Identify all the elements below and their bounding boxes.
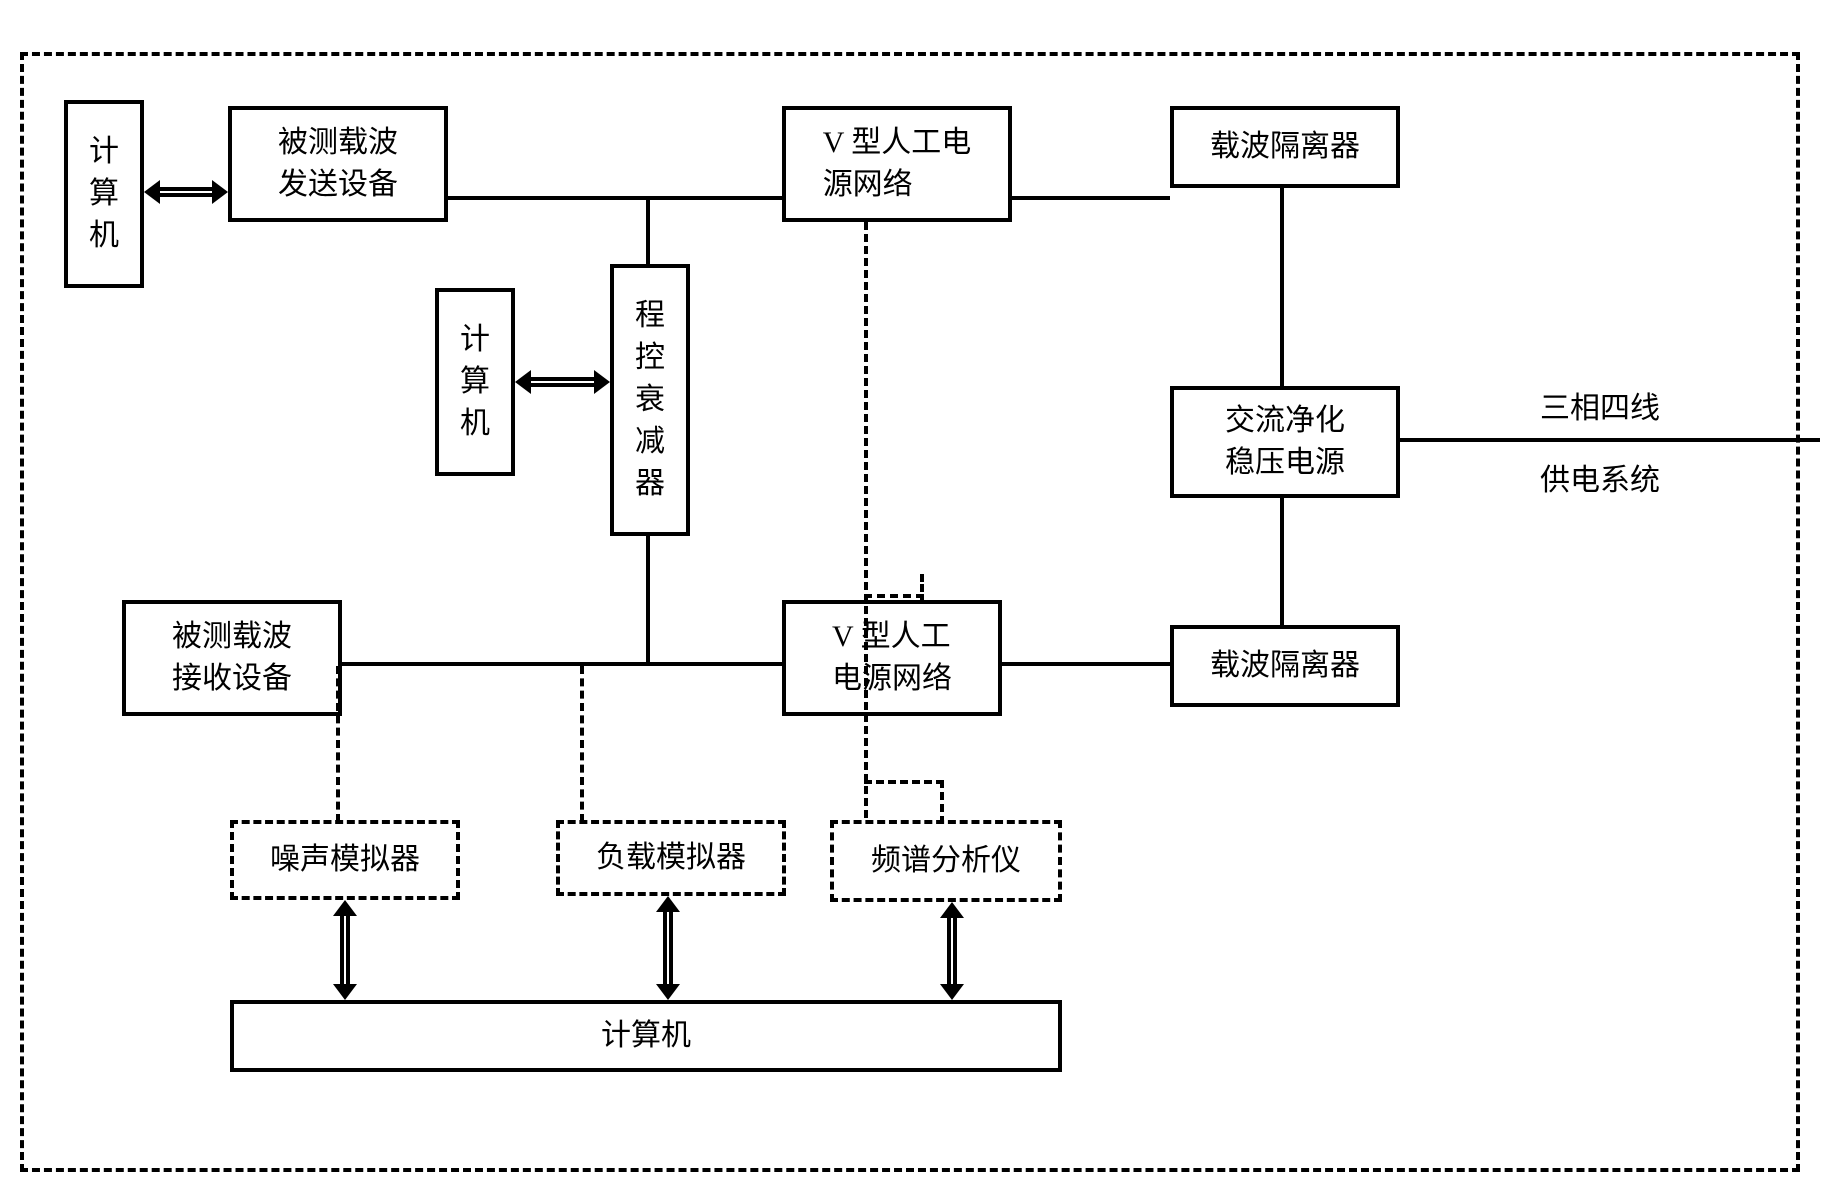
- diagram-root: 计 算 机 被测载波 发送设备 V 型人工电 源网络 载波隔离器 计 算 机 程…: [0, 0, 1826, 1190]
- node-isolator-top: 载波隔离器: [1170, 106, 1400, 188]
- label-v-network-top: V 型人工电 源网络: [823, 122, 972, 206]
- label-noise-simulator: 噪声模拟器: [270, 839, 420, 881]
- label-load-simulator: 负载模拟器: [596, 837, 746, 879]
- node-v-network-top: V 型人工电 源网络: [782, 106, 1012, 222]
- node-v-network-bottom: V 型人工 电源网络: [782, 600, 1002, 716]
- edge-rx-to-vnet-bot: [342, 662, 782, 666]
- label-attenuator: 程 控 衰 减 器: [635, 295, 665, 505]
- label-ac-power: 交流净化 稳压电源: [1225, 400, 1345, 484]
- external-label-power-line2: 供电系统: [1540, 460, 1660, 502]
- edge-dashed-vnet-bot-tap-v: [920, 574, 924, 602]
- label-v-network-bottom: V 型人工 电源网络: [832, 616, 952, 700]
- label-spectrum-analyzer: 频谱分析仪: [871, 840, 1021, 882]
- external-label-power-line1: 三相四线: [1540, 388, 1660, 430]
- edge-dashed-to-load: [580, 666, 584, 822]
- edge-dashed-to-spectrum-h: [864, 780, 944, 784]
- biarrow-spectrum-computer: [940, 902, 964, 1000]
- node-computer-middle: 计 算 机: [435, 288, 515, 476]
- edge-topbus-to-attenuator: [646, 196, 650, 264]
- edge-dashed-to-noise: [336, 666, 340, 822]
- node-ac-power: 交流净化 稳压电源: [1170, 386, 1400, 498]
- node-tx-device: 被测载波 发送设备: [228, 106, 448, 222]
- biarrow-load-computer: [656, 896, 680, 1000]
- label-computer-top-left: 计 算 机: [89, 131, 119, 257]
- edge-attenuator-to-botbus: [646, 536, 650, 666]
- edge-ac-to-external: [1400, 438, 1820, 442]
- node-isolator-bottom: 载波隔离器: [1170, 625, 1400, 707]
- label-computer-bottom: 计算机: [601, 1015, 691, 1057]
- edge-dashed-vnet-bot-tap-h: [864, 594, 924, 598]
- label-rx-device: 被测载波 接收设备: [172, 616, 292, 700]
- label-isolator-top: 载波隔离器: [1210, 126, 1360, 168]
- node-rx-device: 被测载波 接收设备: [122, 600, 342, 716]
- label-isolator-bottom: 载波隔离器: [1210, 645, 1360, 687]
- edge-vnet-bot-to-isolator-bot: [1002, 662, 1170, 666]
- edge-vnet-top-to-isolator-top: [1012, 196, 1170, 200]
- node-spectrum-analyzer: 频谱分析仪: [830, 820, 1062, 902]
- edge-dashed-to-spectrum-v: [940, 780, 944, 824]
- label-computer-middle: 计 算 机: [460, 319, 490, 445]
- node-load-simulator: 负载模拟器: [556, 820, 786, 896]
- edge-tx-to-vnet-top: [448, 196, 782, 200]
- label-tx-device: 被测载波 发送设备: [278, 122, 398, 206]
- biarrow-noise-computer: [333, 900, 357, 1000]
- biarrow-computer-mid-atten: [515, 370, 610, 394]
- edge-ac-to-isolator-bot: [1280, 498, 1284, 625]
- node-computer-top-left: 计 算 机: [64, 100, 144, 288]
- node-computer-bottom: 计算机: [230, 1000, 1062, 1072]
- node-noise-simulator: 噪声模拟器: [230, 820, 460, 900]
- edge-isolator-top-to-ac: [1280, 188, 1284, 386]
- edge-dashed-vnet-down: [864, 222, 868, 818]
- biarrow-computer-tl-tx: [144, 180, 228, 204]
- node-attenuator: 程 控 衰 减 器: [610, 264, 690, 536]
